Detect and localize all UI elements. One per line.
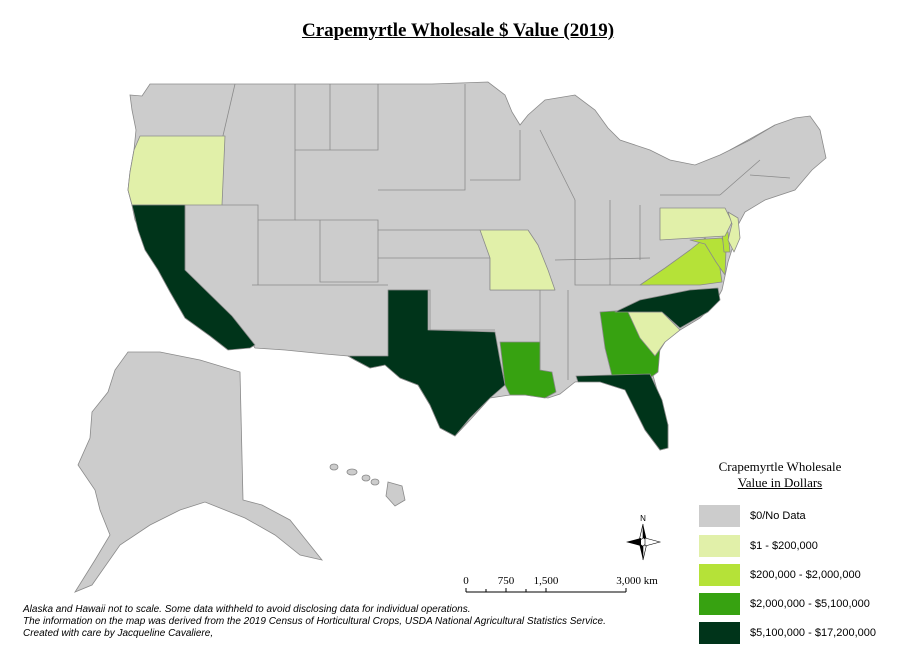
north-label: N [640, 514, 646, 523]
legend-label: $2,000,000 - $5,100,000 [750, 598, 870, 610]
map-title: Crapemyrtle Wholesale $ Value (2019) [301, 20, 615, 41]
legend-swatch [699, 505, 740, 527]
state-new-jersey[interactable] [727, 211, 741, 253]
legend-swatch [699, 593, 740, 615]
hawaii [329, 463, 406, 507]
scale-tick-1500: 1,500 [534, 575, 559, 587]
state-maryland[interactable] [689, 237, 727, 276]
legend-item-class4: $5,100,000 - $17,200,000 [699, 622, 876, 644]
legend-title-line1: Crapemyrtle Wholesale [718, 459, 842, 474]
state-north-carolina[interactable] [614, 287, 721, 329]
legend-title-line2: Value in Dollars [737, 475, 823, 490]
state-missouri[interactable] [479, 229, 556, 291]
note-line-1: Alaska and Hawaii not to scale. Some dat… [23, 604, 471, 615]
state-louisiana[interactable] [499, 341, 557, 399]
legend-swatch [699, 564, 740, 586]
legend-label: $0/No Data [750, 510, 806, 522]
state-florida[interactable] [575, 373, 669, 451]
state-pennsylvania[interactable] [659, 207, 733, 241]
legend-swatch [699, 535, 740, 557]
scale-tick-0: 0 [463, 575, 469, 587]
note-line-3: Created with care by Jacqueline Cavalier… [23, 628, 214, 639]
state-california[interactable] [131, 204, 256, 351]
legend-title: Crapemyrtle Wholesale Value in Dollars [700, 459, 860, 491]
legend-label: $1 - $200,000 [750, 540, 818, 552]
scale-tick-750: 750 [498, 575, 515, 587]
legend-label: $200,000 - $2,000,000 [750, 569, 861, 581]
legend-label: $5,100,000 - $17,200,000 [750, 627, 877, 639]
scale-bar: 0 750 1,500 3,000 km [463, 575, 658, 593]
legend-item-no-data: $0/No Data [699, 505, 806, 527]
map-notes: Alaska and Hawaii not to scale. Some dat… [23, 604, 606, 640]
north-arrow: N [626, 514, 662, 561]
note-line-2: The information on the map was derived f… [23, 616, 606, 627]
legend-swatch [699, 622, 740, 644]
legend-item-class3: $2,000,000 - $5,100,000 [699, 593, 870, 615]
alaska [74, 351, 324, 593]
state-texas[interactable] [347, 289, 506, 437]
legend-item-class2: $200,000 - $2,000,000 [699, 564, 861, 586]
legend-item-class1: $1 - $200,000 [699, 535, 818, 557]
scale-tick-3000: 3,000 km [616, 575, 658, 587]
state-oregon[interactable] [127, 135, 226, 206]
